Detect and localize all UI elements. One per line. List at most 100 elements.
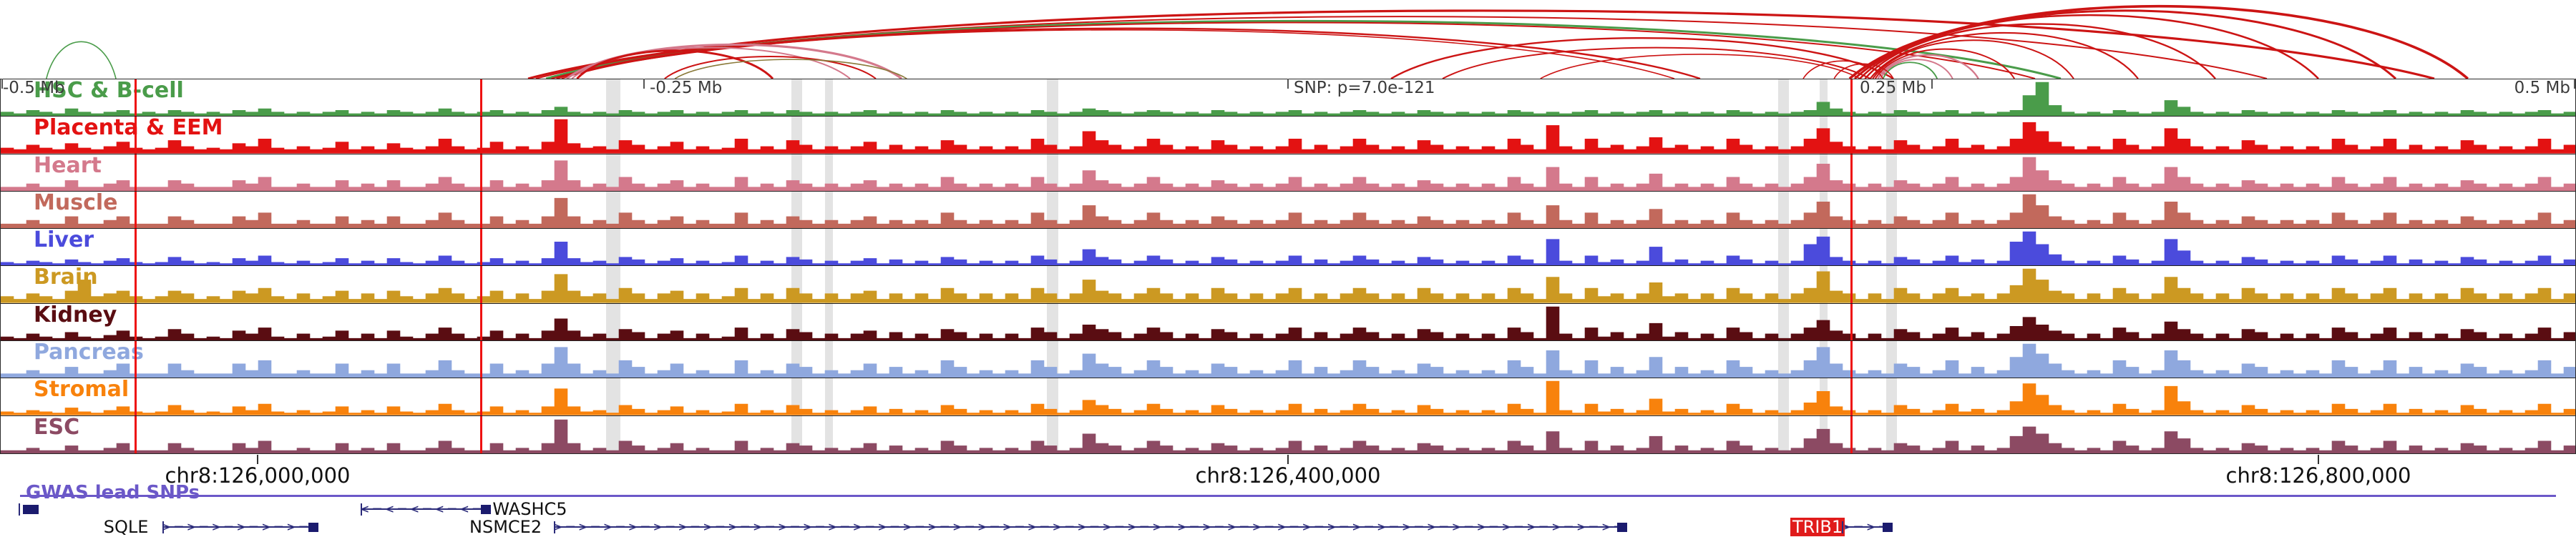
snp-marker-line (479, 154, 482, 191)
loop-arc (1442, 46, 1871, 79)
gene-label-sqle[interactable]: SQLE (103, 517, 149, 537)
loop-arc (1390, 36, 1894, 79)
gene-exon-block (481, 505, 492, 514)
coordinate-tick-mark (257, 455, 258, 464)
gene-strand-arrows: <─<─<─<─<─<─ (361, 502, 487, 517)
coordinate-tick-mark (1287, 455, 1289, 464)
snp-marker-line (1850, 79, 1853, 117)
snp-marker-line (479, 191, 482, 229)
gene-label-washc5[interactable]: WASHC5 (492, 499, 567, 519)
cre-highlight-band (825, 191, 834, 229)
gene-exon-block (1882, 523, 1893, 532)
signal-track-stromal[interactable]: Stromal (1, 378, 2575, 416)
cre-highlight-band (1819, 79, 1828, 117)
signal-track-placenta-eem[interactable]: Placenta & EEM (1, 117, 2575, 154)
track-label-esc: ESC (34, 415, 80, 440)
gene-body-line (1842, 526, 1888, 528)
cre-highlight-band (1778, 79, 1789, 117)
signal-track-muscle[interactable]: Muscle (1, 191, 2575, 230)
signal-profile (1, 119, 2575, 154)
snp-marker-line (135, 154, 137, 191)
cre-highlight-band (606, 415, 620, 453)
signal-profile (1, 306, 2575, 341)
snp-marker-line (135, 378, 137, 415)
signal-track-liver[interactable]: Liver (1, 229, 2575, 267)
cre-highlight-band (1778, 266, 1789, 303)
gene-row: <─<─<─<─<─<─ WASHC5 (0, 499, 2576, 519)
signal-profile (1, 343, 2575, 378)
gwas-track-line (20, 495, 2556, 497)
snp-marker-line (135, 191, 137, 229)
snp-marker-line (135, 415, 137, 453)
signal-track-esc[interactable]: ESC (1, 415, 2575, 453)
snp-marker-line (479, 378, 482, 415)
snp-marker-line (1850, 154, 1853, 191)
loop-arc (1859, 14, 2319, 79)
cre-highlight-band (825, 229, 834, 266)
loop-arc (1877, 54, 1979, 79)
signal-track-pancreas[interactable]: Pancreas (1, 341, 2575, 379)
cre-highlight-band (1046, 378, 1058, 415)
signal-profile (1, 381, 2575, 415)
gene-exon-block (308, 523, 319, 532)
track-label-placenta-eem: Placenta & EEM (34, 117, 223, 141)
gene-label-trib1[interactable]: TRIB1 (1790, 518, 1845, 536)
cre-highlight-band (1046, 415, 1058, 453)
cre-highlight-band (606, 266, 620, 303)
loop-arc (1882, 61, 1938, 79)
cre-highlight-band (1046, 191, 1058, 229)
gene-label-nsmce2[interactable]: NSMCE2 (469, 517, 542, 537)
cre-highlight-band (825, 79, 834, 117)
signal-track-brain[interactable]: Brain (1, 266, 2575, 304)
loop-arc (1540, 54, 1860, 79)
signal-profile (1, 419, 2575, 453)
cre-highlight-band (606, 79, 620, 117)
loop-arc (1869, 31, 2139, 79)
snp-marker-line (135, 229, 137, 266)
snp-marker-line (135, 117, 137, 154)
loop-arc (1802, 60, 1884, 79)
signal-track-heart[interactable]: Heart (1, 154, 2575, 192)
cre-highlight-band (791, 229, 802, 266)
gene-strand-arrows: >─>─>─>─>─>─>─>─ (162, 520, 314, 535)
coordinate-axis: chr8:126,000,000 chr8:126,400,000 chr8:126… (0, 455, 2576, 488)
signal-track-hsc-b-cell[interactable]: HSC & B-cell (1, 79, 2575, 117)
track-label-pancreas: Pancreas (34, 341, 144, 365)
cre-highlight-band (1886, 79, 1897, 117)
snp-marker-line (479, 229, 482, 266)
gene-tss-tick (162, 521, 164, 533)
loop-arc (527, 9, 2435, 79)
snp-marker-line (135, 303, 137, 341)
track-label-hsc-b-cell: HSC & B-cell (34, 79, 184, 103)
track-label-heart: Heart (34, 154, 102, 178)
gene-body-line (162, 526, 315, 528)
track-label-kidney: Kidney (34, 303, 117, 327)
gwas-lead-snps-track[interactable]: GWAS lead SNPs (0, 482, 2576, 505)
track-label-brain: Brain (34, 266, 98, 290)
cre-highlight-band (1778, 117, 1789, 154)
track-label-muscle: Muscle (34, 191, 118, 215)
signal-profile (1, 82, 2575, 117)
signal-track-kidney[interactable]: Kidney (1, 303, 2575, 342)
cre-highlight-band (1778, 378, 1789, 415)
cre-highlight-band (1046, 229, 1058, 266)
loop-arc (576, 49, 774, 79)
signal-track-panel[interactable]: HSC & B-cell Placenta & EEM Heart Muscle Liv… (0, 79, 2576, 454)
coordinate-tick-label: chr8:126,000,000 (165, 463, 351, 488)
loop-arc (46, 41, 117, 79)
loop-arc (1874, 48, 2016, 79)
loop-arc (561, 29, 1675, 79)
snp-marker-line (479, 79, 482, 117)
cre-highlight-band (1046, 79, 1058, 117)
cre-highlight-band (1778, 229, 1789, 266)
gene-annotation-track[interactable]: <─<─<─<─<─<─WASHC5 >─>─>─>─>─>─>─>─>─>─>… (0, 499, 2576, 537)
cre-highlight-band (1778, 191, 1789, 229)
snp-marker-line (1850, 266, 1853, 303)
loop-arc (1872, 39, 2074, 79)
cre-highlight-band (825, 154, 834, 191)
snp-marker-line (479, 303, 482, 341)
track-label-stromal: Stromal (34, 378, 130, 403)
gene-tss-tick (19, 503, 20, 516)
cre-highlight-band (1046, 154, 1058, 191)
gene-exon-block (23, 505, 39, 514)
